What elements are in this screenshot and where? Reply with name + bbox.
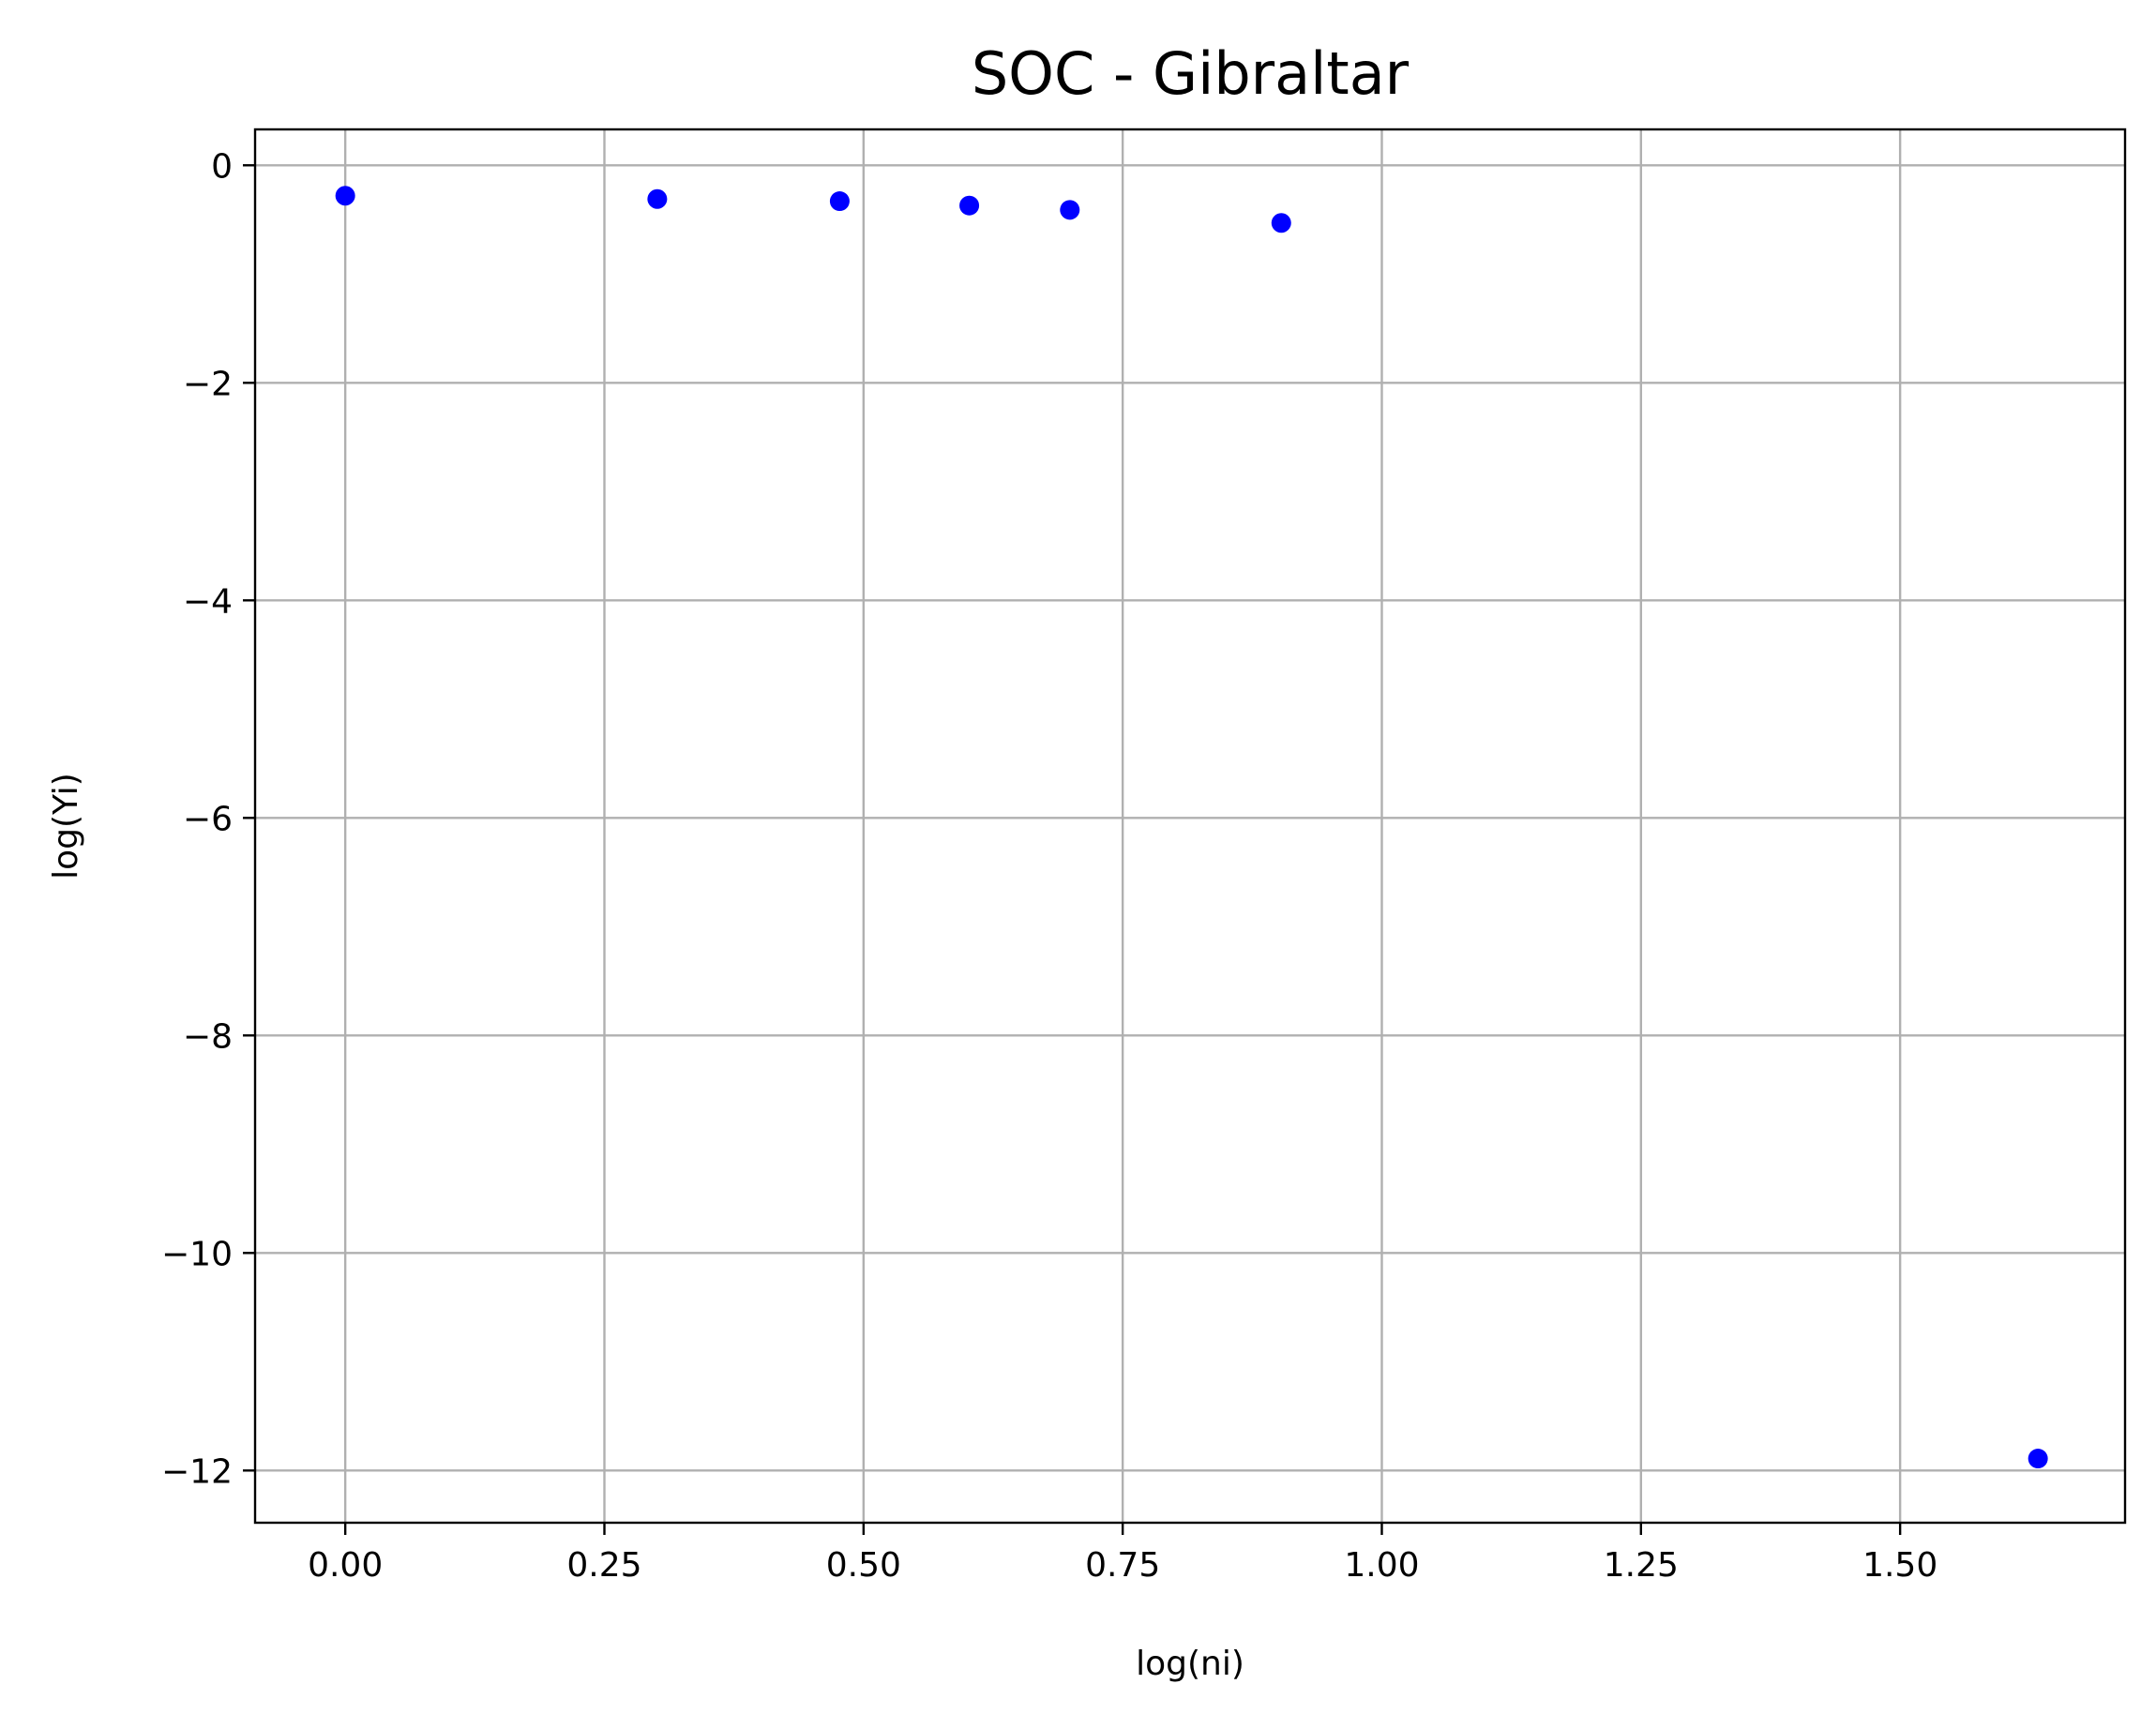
y-tick-label: −6 — [183, 800, 233, 838]
axis-ticks: 0.00 0.25 0.50 0.75 1.00 1.25 1.50 0 −2 −4 −6 −8 −10… — [161, 147, 1937, 1585]
x-tick-label: 0.50 — [826, 1546, 901, 1585]
x-tick-label: 1.50 — [1862, 1546, 1937, 1585]
x-tick-label: 0.25 — [566, 1546, 641, 1585]
chart-title: SOC - Gibraltar — [972, 39, 1410, 108]
x-axis-label: log(ni) — [1136, 1645, 1244, 1683]
data-point — [335, 186, 355, 206]
grid — [255, 129, 2125, 1523]
x-tick-label: 0.00 — [308, 1546, 383, 1585]
y-axis-label: log(Yi) — [47, 773, 85, 880]
data-point — [829, 191, 850, 212]
y-tick-label: 0 — [211, 147, 233, 186]
x-tick-label: 0.75 — [1085, 1546, 1160, 1585]
plot-frame — [253, 128, 2127, 1525]
y-tick-label: −4 — [183, 582, 233, 621]
y-tick-label: −12 — [161, 1452, 233, 1491]
data-point — [647, 188, 668, 209]
y-tick-label: −10 — [161, 1235, 233, 1273]
data-point — [959, 195, 980, 216]
data-point — [1060, 200, 1080, 220]
data-points — [335, 186, 2048, 1469]
x-tick-label: 1.25 — [1604, 1546, 1679, 1585]
x-tick-label: 1.00 — [1344, 1546, 1419, 1585]
y-tick-label: −2 — [183, 365, 233, 403]
data-point — [2028, 1449, 2048, 1469]
data-point — [1271, 213, 1291, 233]
y-tick-label: −8 — [183, 1017, 233, 1056]
